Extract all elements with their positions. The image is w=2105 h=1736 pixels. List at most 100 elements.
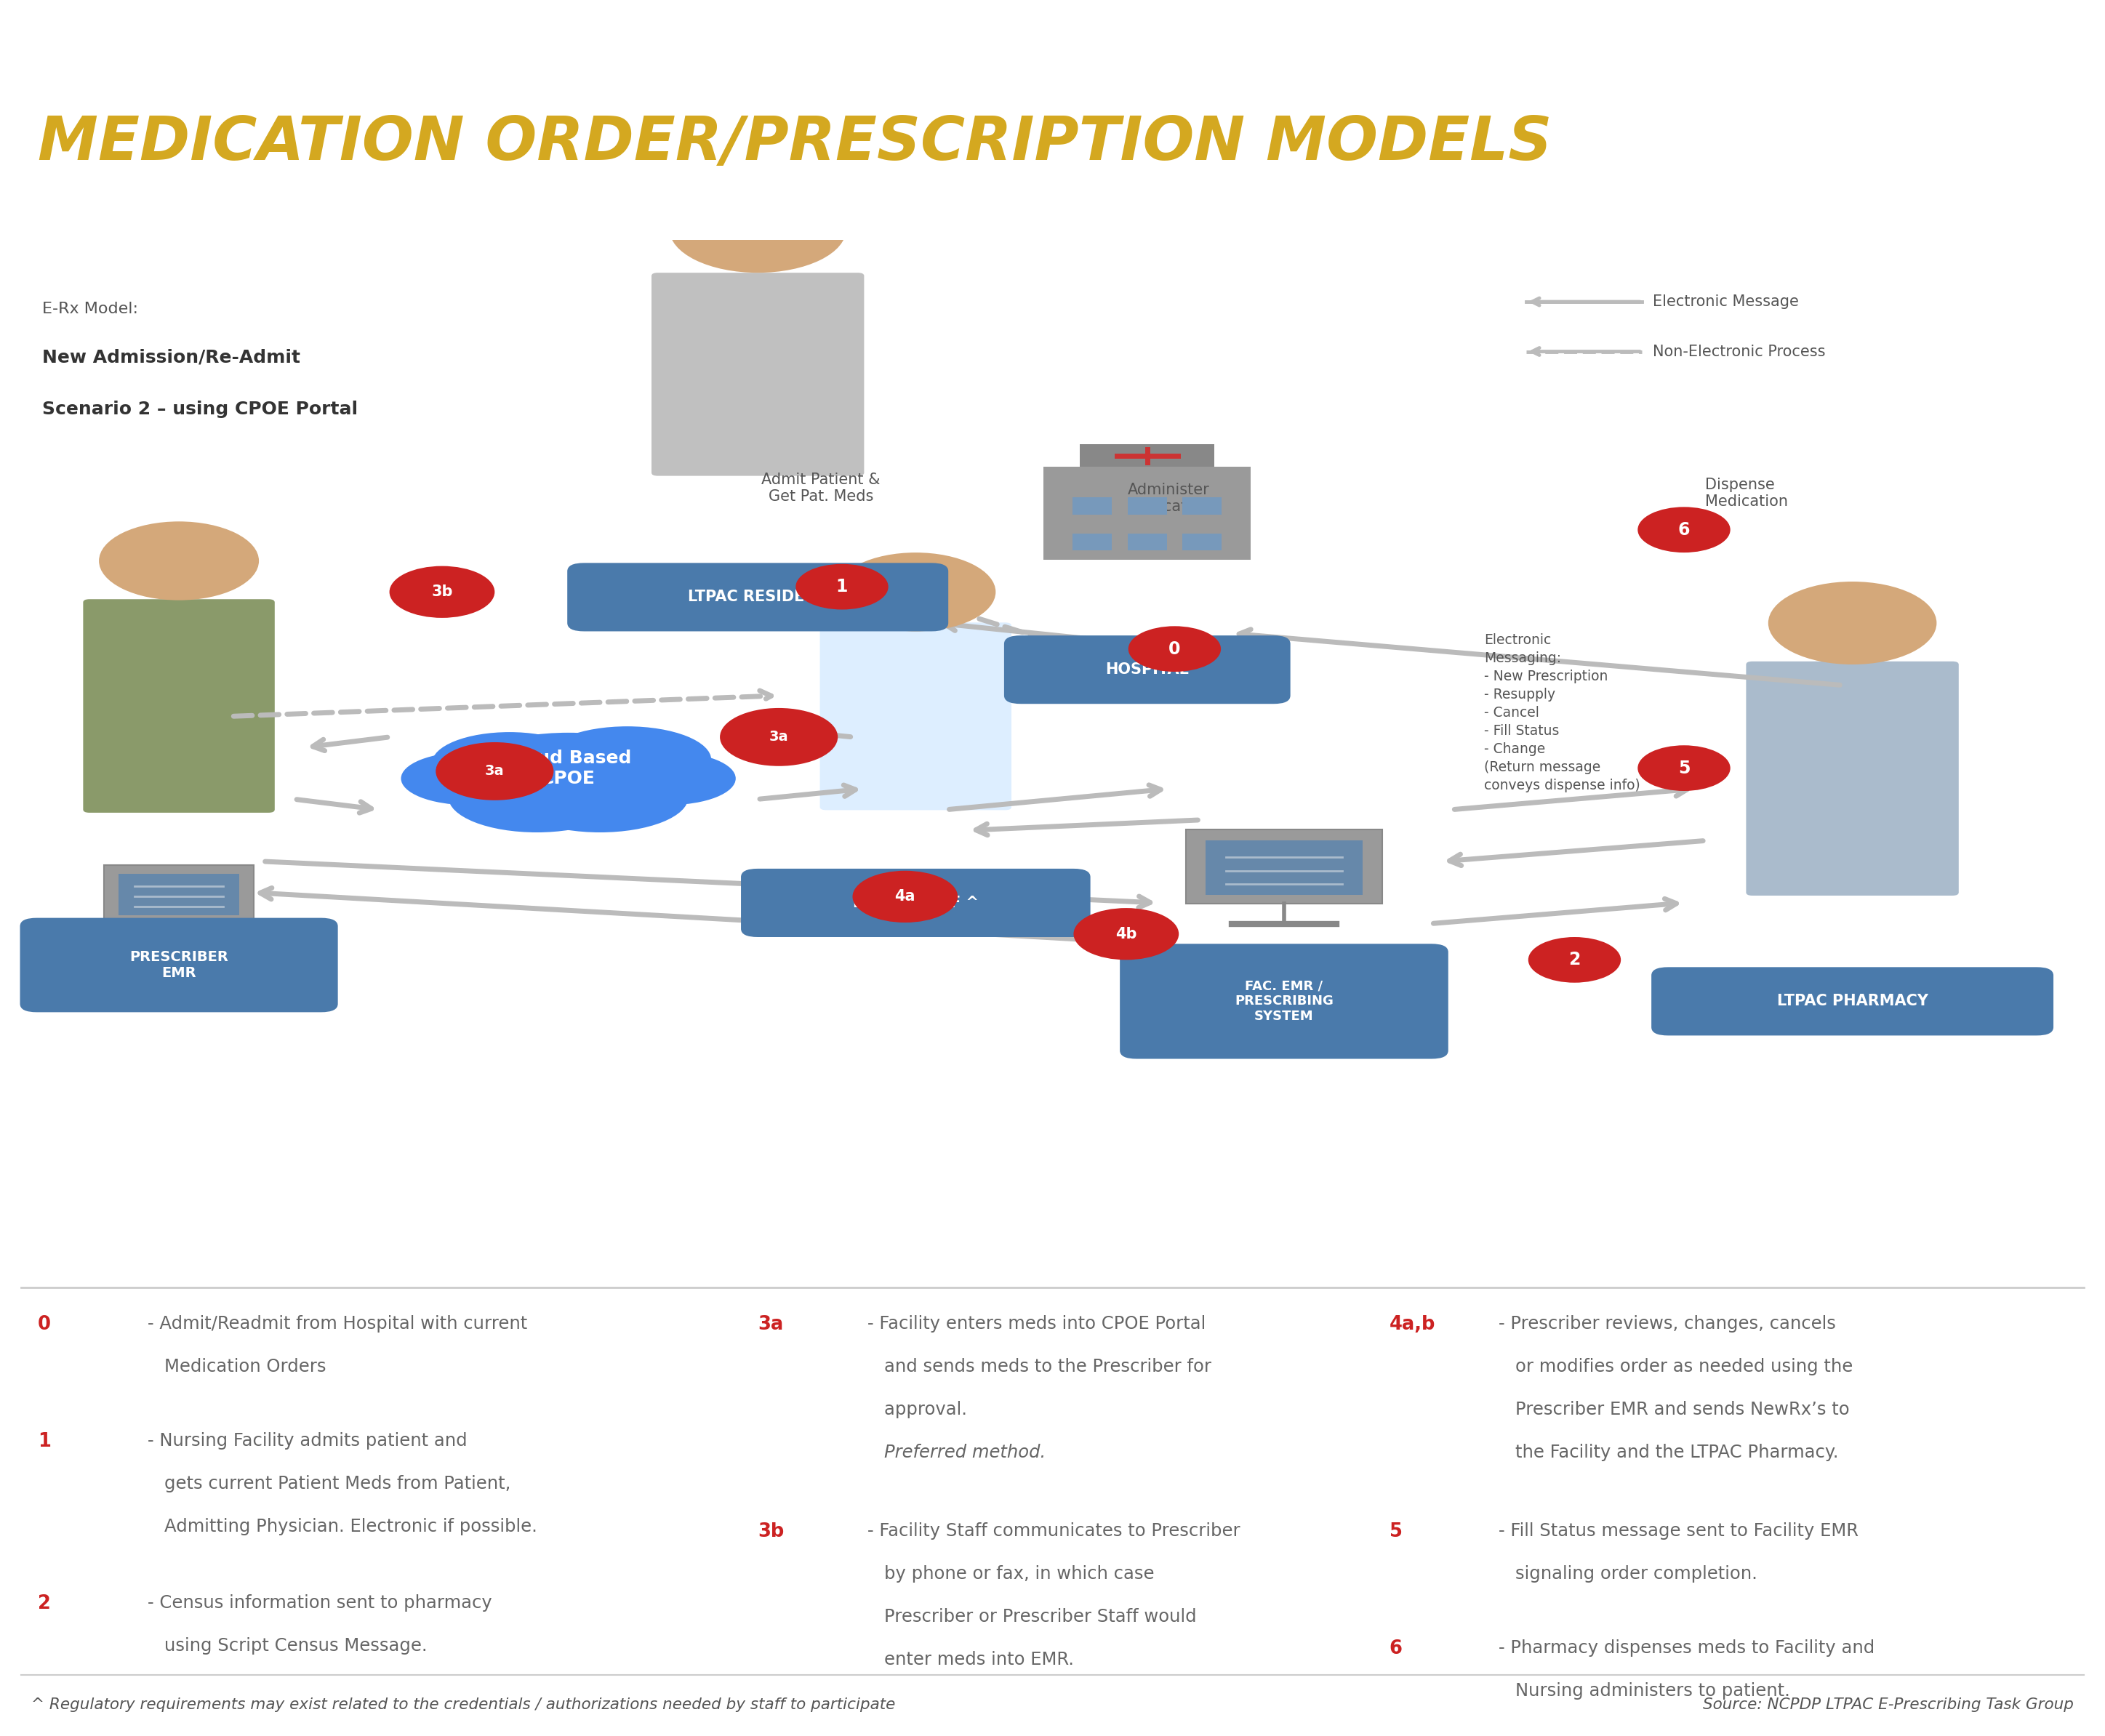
Text: 3b: 3b [758,1522,785,1542]
Circle shape [836,552,996,632]
Text: ^ Regulatory requirements may exist related to the credentials / authorizations : ^ Regulatory requirements may exist rela… [32,1698,895,1712]
Text: signaling order completion.: signaling order completion. [1516,1566,1758,1583]
Text: or modifies order as needed using the: or modifies order as needed using the [1516,1358,1852,1375]
Ellipse shape [453,733,684,825]
Text: 2: 2 [1568,951,1581,969]
Bar [1185,830,1383,904]
Text: FAC. EMR /
PRESCRIBING
SYSTEM: FAC. EMR / PRESCRIBING SYSTEM [1236,979,1332,1023]
Text: 4a: 4a [895,889,916,904]
Circle shape [1638,507,1730,552]
Text: Prescriber EMR and sends NewRx’s to: Prescriber EMR and sends NewRx’s to [1516,1401,1850,1418]
Bar [1074,498,1111,514]
Text: Prescriber or Prescriber Staff would: Prescriber or Prescriber Staff would [884,1608,1196,1625]
Text: approval.: approval. [884,1401,973,1418]
Ellipse shape [448,762,625,832]
Text: Electronic Message: Electronic Message [1652,295,1798,309]
FancyBboxPatch shape [650,273,863,476]
Text: and sends meds to the Prescriber for: and sends meds to the Prescriber for [884,1358,1210,1375]
Text: Non-Electronic Process: Non-Electronic Process [1652,344,1825,359]
Text: 1: 1 [836,578,848,595]
Text: 5: 5 [1678,759,1690,776]
Text: 3a: 3a [484,764,505,778]
Text: Long-Term & Post-Acute Care: Long-Term & Post-Acute Care [46,57,975,113]
Text: 6: 6 [1678,521,1690,538]
Ellipse shape [432,733,587,793]
Text: Preferred method.: Preferred method. [884,1444,1046,1462]
Circle shape [1768,582,1937,665]
Text: Cloud Based
CPOE: Cloud Based CPOE [505,750,632,786]
Text: - Prescriber reviews, changes, cancels: - Prescriber reviews, changes, cancels [1499,1316,1836,1333]
Text: Source: NCPDP LTPAC E-Prescribing Task Group: Source: NCPDP LTPAC E-Prescribing Task G… [1703,1698,2073,1712]
Text: - Facility enters meds into CPOE Portal: - Facility enters meds into CPOE Portal [867,1316,1206,1333]
Bar [103,865,255,922]
FancyBboxPatch shape [84,599,274,812]
Circle shape [1528,937,1621,983]
FancyBboxPatch shape [1004,635,1290,703]
FancyBboxPatch shape [1120,944,1448,1059]
FancyBboxPatch shape [21,918,339,1012]
Text: Admitting Physician. Electronic if possible.: Admitting Physician. Electronic if possi… [164,1517,537,1536]
Bar [1128,498,1166,514]
Ellipse shape [400,752,535,806]
Text: MEDICATION ORDER/PRESCRIPTION MODELS: MEDICATION ORDER/PRESCRIPTION MODELS [38,113,1551,172]
Text: Scenario 2 – using CPOE Portal: Scenario 2 – using CPOE Portal [42,401,358,418]
Text: LTPAC STAFF ^: LTPAC STAFF ^ [853,896,979,910]
FancyBboxPatch shape [1747,661,1958,896]
Text: enter meds into EMR.: enter meds into EMR. [884,1651,1074,1668]
Text: 0: 0 [1168,641,1181,658]
Bar [1074,533,1111,550]
Ellipse shape [543,726,711,793]
Text: 3a: 3a [768,731,789,745]
Text: 0: 0 [38,1316,51,1333]
Text: 5: 5 [1389,1522,1402,1542]
Text: 3b: 3b [432,585,453,599]
Bar [1206,840,1362,894]
Text: 4b: 4b [1116,927,1137,941]
Text: E-Rx Model:: E-Rx Model: [42,302,139,316]
Bar [1080,444,1215,467]
Text: 3a: 3a [758,1316,783,1333]
Text: - Nursing Facility admits patient and: - Nursing Facility admits patient and [147,1432,467,1450]
Text: using Script Census Message.: using Script Census Message. [164,1637,427,1654]
Text: 1: 1 [38,1432,51,1451]
Text: LTPAC PHARMACY: LTPAC PHARMACY [1777,995,1928,1009]
Circle shape [853,871,958,922]
Circle shape [436,743,554,800]
Text: Admit Patient &
Get Pat. Meds: Admit Patient & Get Pat. Meds [762,472,880,503]
Text: LTPAC RESIDENT: LTPAC RESIDENT [688,590,827,604]
Circle shape [99,521,259,601]
Text: 4a,b: 4a,b [1389,1316,1436,1333]
Ellipse shape [512,762,688,832]
FancyBboxPatch shape [819,623,1013,811]
Text: Electronic
Messaging:
- New Prescription
- Resupply
- Cancel
- Fill Status
- Cha: Electronic Messaging: - New Prescription… [1484,634,1640,793]
Text: by phone or fax, in which case: by phone or fax, in which case [884,1566,1154,1583]
Circle shape [1074,908,1179,960]
Text: PRESCRIBER
EMR: PRESCRIBER EMR [131,950,227,979]
Text: gets current Patient Meds from Patient,: gets current Patient Meds from Patient, [164,1476,512,1493]
Text: - Admit/Readmit from Hospital with current: - Admit/Readmit from Hospital with curre… [147,1316,526,1333]
FancyBboxPatch shape [1650,967,2054,1035]
Text: the Facility and the LTPAC Pharmacy.: the Facility and the LTPAC Pharmacy. [1516,1444,1840,1462]
Circle shape [1128,627,1221,672]
Text: New Admission/Re-Admit: New Admission/Re-Admit [42,349,301,366]
Circle shape [796,564,888,609]
Text: - Census information sent to pharmacy: - Census information sent to pharmacy [147,1594,493,1611]
Text: - Fill Status message sent to Facility EMR: - Fill Status message sent to Facility E… [1499,1522,1859,1540]
Bar [1183,498,1221,514]
Text: 2: 2 [38,1594,51,1613]
Text: Administer
Medication: Administer Medication [1126,483,1210,514]
Bar [118,873,240,915]
Ellipse shape [602,752,737,806]
Text: Medication Orders: Medication Orders [164,1358,326,1375]
Text: Nursing administers to patient.: Nursing administers to patient. [1516,1682,1791,1700]
Bar [1044,467,1250,561]
FancyBboxPatch shape [566,562,947,632]
Circle shape [720,708,838,766]
FancyBboxPatch shape [741,868,1090,937]
Circle shape [389,566,495,618]
Text: HOSPITAL: HOSPITAL [1105,663,1189,677]
Circle shape [1638,745,1730,792]
Text: - Facility Staff communicates to Prescriber: - Facility Staff communicates to Prescri… [867,1522,1240,1540]
Text: 6: 6 [1389,1639,1402,1658]
Bar [1128,533,1166,550]
